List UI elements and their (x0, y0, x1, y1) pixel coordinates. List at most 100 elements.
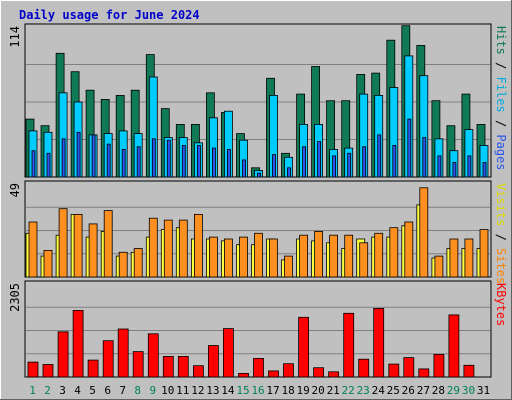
bar-kbytes-day-25 (388, 363, 400, 378)
bar-kbytes-day-21 (328, 371, 340, 378)
panel-visits: 49 Visits / Sites (8, 180, 508, 284)
x-tick-label-day-10: 10 (161, 384, 174, 397)
legend-separator: / (494, 226, 508, 248)
bar-pages-day-19 (302, 146, 307, 178)
bar-pages-day-28 (437, 155, 442, 178)
x-tick-label-day-14: 14 (221, 384, 235, 397)
legend-entry-kbytes: KBytes (494, 283, 508, 326)
bar-pages-day-20 (317, 141, 322, 178)
bar-pages-day-8 (136, 146, 141, 178)
bar-kbytes-day-17 (268, 370, 279, 378)
bar-pages-day-12 (196, 144, 201, 178)
legend-separator: / (494, 55, 508, 77)
x-tick-label-day-22: 22 (342, 384, 355, 397)
bar-pages-day-6 (106, 143, 111, 178)
panel-kbytes-legend: KBytes (494, 283, 508, 326)
legend-entry-files: Files (494, 77, 508, 113)
bar-pages-day-1 (31, 150, 36, 178)
bar-kbytes-day-10 (162, 355, 174, 378)
x-tick-label-day-20: 20 (311, 384, 324, 397)
bar-kbytes-day-19 (298, 316, 310, 378)
bar-kbytes-day-24 (373, 307, 385, 378)
bar-sites-day-24 (374, 232, 384, 278)
bar-kbytes-day-18 (283, 363, 294, 378)
bar-sites-day-22 (344, 234, 354, 278)
x-tick-label-day-24: 24 (372, 384, 386, 397)
panel-hits: 114 Hits / Files / Pages (8, 23, 508, 178)
x-tick-label-day-6: 6 (104, 384, 111, 397)
x-tick-label-day-3: 3 (59, 384, 66, 397)
x-tick-label-day-1: 1 (29, 384, 36, 397)
bar-pages-day-26 (407, 118, 412, 178)
bar-sites-day-18 (284, 255, 293, 278)
bar-sites-day-23 (359, 242, 369, 278)
x-tick-label-day-18: 18 (281, 384, 294, 397)
x-tick-label-day-21: 21 (327, 384, 340, 397)
panel-hits-max-label: 114 (8, 26, 22, 48)
bar-kbytes-day-11 (177, 355, 189, 378)
x-tick-label-day-4: 4 (74, 384, 81, 397)
bar-pages-day-10 (166, 139, 171, 178)
bar-sites-day-12 (193, 213, 203, 278)
bar-sites-day-6 (103, 210, 113, 278)
bar-kbytes-day-16 (253, 357, 264, 378)
bar-pages-day-30 (467, 155, 472, 178)
bar-pages-day-3 (61, 138, 66, 178)
panel-visits-max-label: 49 (8, 183, 22, 197)
bar-sites-day-30 (464, 238, 474, 278)
x-tick-label-day-12: 12 (191, 384, 204, 397)
bar-sites-day-11 (178, 219, 188, 278)
bar-kbytes-day-28 (433, 353, 445, 378)
bar-pages-day-16 (257, 172, 261, 178)
bar-pages-day-2 (46, 152, 51, 178)
bar-sites-day-16 (254, 232, 263, 278)
bar-sites-day-2 (43, 249, 53, 278)
bar-sites-day-14 (223, 238, 233, 278)
bar-kbytes-day-15 (238, 372, 249, 378)
bar-sites-day-9 (148, 217, 158, 278)
x-tick-label-day-2: 2 (44, 384, 51, 397)
chart-title: Daily usage for June 2024 (19, 8, 200, 22)
bar-sites-day-25 (389, 227, 399, 278)
bar-kbytes-day-23 (358, 358, 370, 378)
bar-sites-day-20 (314, 230, 324, 278)
bar-sites-day-19 (299, 234, 309, 278)
bar-pages-day-23 (362, 146, 367, 178)
bar-pages-day-14 (226, 148, 231, 178)
bar-pages-day-4 (76, 131, 81, 178)
x-tick-label-day-9: 9 (149, 384, 156, 397)
bar-pages-day-5 (91, 134, 96, 178)
x-tick-label-day-23: 23 (357, 384, 370, 397)
bar-kbytes-day-5 (87, 359, 99, 378)
bar-sites-day-7 (118, 251, 128, 278)
bar-sites-day-26 (404, 221, 414, 278)
bar-sites-day-27 (419, 187, 429, 278)
bar-pages-day-21 (332, 155, 337, 178)
x-tick-label-day-13: 13 (206, 384, 219, 397)
bar-pages-day-11 (181, 144, 186, 178)
bar-pages-day-25 (392, 144, 397, 178)
x-tick-label-day-26: 26 (402, 384, 415, 397)
x-tick-label-day-7: 7 (119, 384, 126, 397)
bar-kbytes-day-7 (117, 328, 129, 378)
bar-sites-day-21 (329, 234, 339, 278)
bar-sites-day-8 (133, 248, 143, 278)
x-tick-label-day-29: 29 (447, 384, 460, 397)
bar-sites-day-28 (434, 255, 444, 278)
bar-sites-day-13 (208, 236, 218, 278)
panel-kbytes-max-label: 2305 (8, 283, 22, 312)
x-tick-label-day-16: 16 (251, 384, 264, 397)
x-tick-label-day-15: 15 (236, 384, 249, 397)
x-tick-label-day-25: 25 (387, 384, 400, 397)
bar-sites-day-10 (163, 219, 173, 278)
bar-kbytes-day-29 (448, 314, 460, 378)
bar-sites-day-3 (58, 208, 68, 278)
x-tick-label-day-30: 30 (462, 384, 475, 397)
bar-pages-day-29 (452, 162, 457, 178)
bar-sites-day-4 (73, 213, 83, 278)
bar-kbytes-day-22 (343, 312, 355, 378)
bar-pages-day-13 (211, 147, 216, 178)
bar-pages-day-15 (242, 159, 246, 178)
